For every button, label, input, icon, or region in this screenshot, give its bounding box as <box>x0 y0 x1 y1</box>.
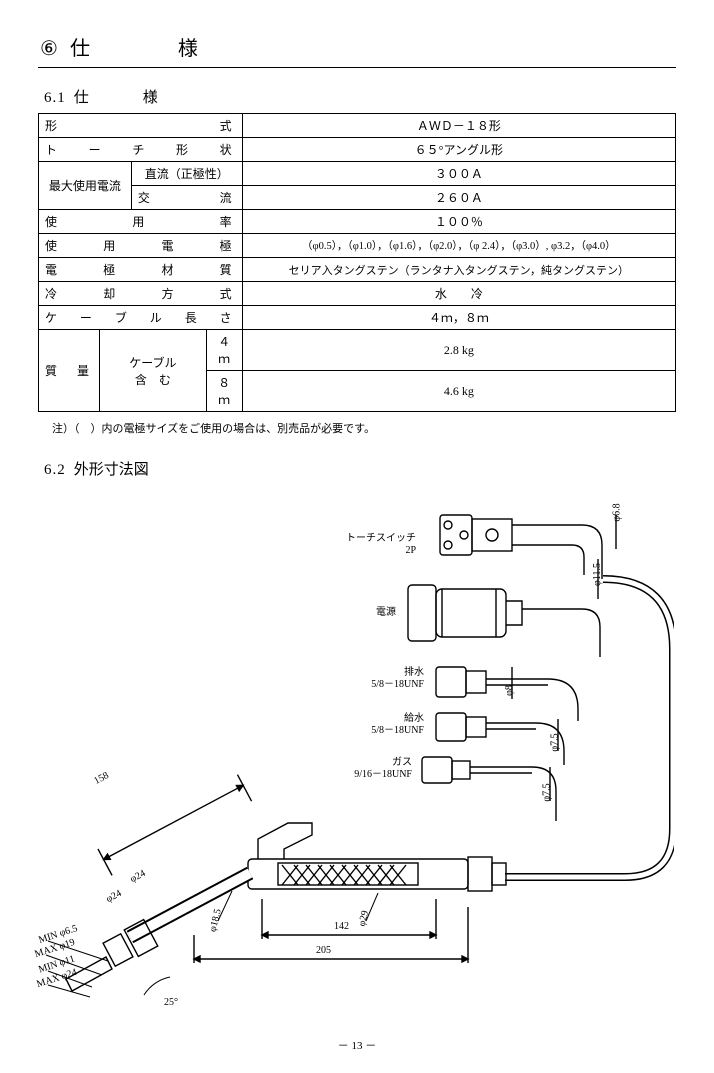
spec-value: ＡＷＤ－１８形 <box>242 114 675 138</box>
spec-value: ２６０Ａ <box>242 186 675 210</box>
table-row: ト ー チ 形 状 ６５°アングル形 <box>39 138 676 162</box>
callout-gas: ガス 9/16－18UNF <box>332 757 412 781</box>
callout-power: 電源 <box>346 607 396 619</box>
spec-label: ト ー チ 形 状 <box>39 138 243 162</box>
table-row: 使 用 率 １００％ <box>39 210 676 234</box>
dim-d7-5b: φ7.5 <box>542 783 553 801</box>
callout-text: 給水 <box>404 713 424 724</box>
subsection-6-2: 6.2 外形寸法図 <box>44 458 676 479</box>
spec-value: 水 冷 <box>242 282 675 306</box>
spec-label: 使 用 電 極 <box>39 234 243 258</box>
table-row: 形 式 ＡＷＤ－１８形 <box>39 114 676 138</box>
callout-torch-switch: トーチスイッチ 2P <box>306 533 416 557</box>
subsection-6-1: 6.1 仕 様 <box>44 86 676 107</box>
dim-d7-5a: φ7.5 <box>550 733 561 751</box>
callout-text: 2P <box>405 545 416 556</box>
callout-text: トーチスイッチ <box>346 533 416 544</box>
spec-sublabel-line: 含 む <box>135 373 171 387</box>
table-row: 最大使用電流 直流（正極性） ３００Ａ <box>39 162 676 186</box>
callout-supply: 給水 5/8－18UNF <box>346 713 424 737</box>
spec-value: ４ｍ，８ｍ <box>242 306 675 330</box>
dimension-diagram: トーチスイッチ 2P 電源 排水 5/8－18UNF 給水 5/8－18UNF … <box>38 489 674 1029</box>
spec-label: ケ ー ブ ル 長 さ <box>39 306 243 330</box>
spec-label: 冷 却 方 式 <box>39 282 243 306</box>
dim-142: 142 <box>334 921 349 932</box>
spec-value: 4.6 kg <box>242 371 675 412</box>
spec-sublabel: 交 流 <box>131 186 242 210</box>
spec-sublabel: ４ ｍ <box>206 330 242 371</box>
table-row: ケ ー ブ ル 長 さ ４ｍ，８ｍ <box>39 306 676 330</box>
table-row: 冷 却 方 式 水 冷 <box>39 282 676 306</box>
spec-sublabel: ケーブル 含 む <box>100 330 207 412</box>
spec-sublabel-line: ケーブル <box>129 356 176 370</box>
dim-205: 205 <box>316 945 331 956</box>
chapter-heading: ⑥ 仕 様 <box>38 30 676 68</box>
dim-d11-5: φ11.5 <box>592 563 603 586</box>
spec-value: ３００Ａ <box>242 162 675 186</box>
subsection-title: 仕 様 <box>74 90 166 106</box>
callout-text: 排水 <box>404 667 424 678</box>
callout-text: 5/8－18UNF <box>371 725 424 736</box>
spec-label: 最大使用電流 <box>39 162 132 210</box>
chapter-number: ⑥ <box>40 38 60 60</box>
page-number: － 13 － <box>38 1037 676 1053</box>
spec-value: （φ0.5），（φ1.0），（φ1.6），（φ2.0），（φ 2.4），（φ3.… <box>242 234 675 258</box>
callout-drain: 排水 5/8－18UNF <box>346 667 424 691</box>
table-row: 質 量 ケーブル 含 む ４ ｍ 2.8 kg <box>39 330 676 371</box>
subsection-number: 6.2 <box>44 462 66 478</box>
spec-label: 質 量 <box>39 330 100 412</box>
spec-label: 使 用 率 <box>39 210 243 234</box>
spec-value: 2.8 kg <box>242 330 675 371</box>
table-row: 使 用 電 極 （φ0.5），（φ1.0），（φ1.6），（φ2.0），（φ 2… <box>39 234 676 258</box>
dim-d6-8: φ6.8 <box>612 503 623 521</box>
subsection-number: 6.1 <box>44 90 66 106</box>
spec-value: １００％ <box>242 210 675 234</box>
chapter-title: 仕 様 <box>70 38 214 60</box>
spec-value: ６５°アングル形 <box>242 138 675 162</box>
spec-table: 形 式 ＡＷＤ－１８形 ト ー チ 形 状 ６５°アングル形 最大使用電流 直流… <box>38 113 676 412</box>
table-row: 交 流 ２６０Ａ <box>39 186 676 210</box>
spec-sublabel: ８ ｍ <box>206 371 242 412</box>
callout-text: 5/8－18UNF <box>371 679 424 690</box>
subsection-title: 外形寸法図 <box>74 462 149 478</box>
spec-label: 電 極 材 質 <box>39 258 243 282</box>
spec-label: 形 式 <box>39 114 243 138</box>
dim-d8: φ8 <box>504 685 515 696</box>
table-row: 電 極 材 質 セリア入タングステン（ランタナ入タングステン，純タングステン） <box>39 258 676 282</box>
spec-sublabel: 直流（正極性） <box>131 162 242 186</box>
callout-text: 9/16－18UNF <box>354 769 412 780</box>
table-footnote: 注）（ ）内の電極サイズをご使用の場合は、別売品が必要です。 <box>52 420 676 436</box>
spec-value: セリア入タングステン（ランタナ入タングステン，純タングステン） <box>242 258 675 282</box>
callout-text: ガス <box>392 757 412 768</box>
